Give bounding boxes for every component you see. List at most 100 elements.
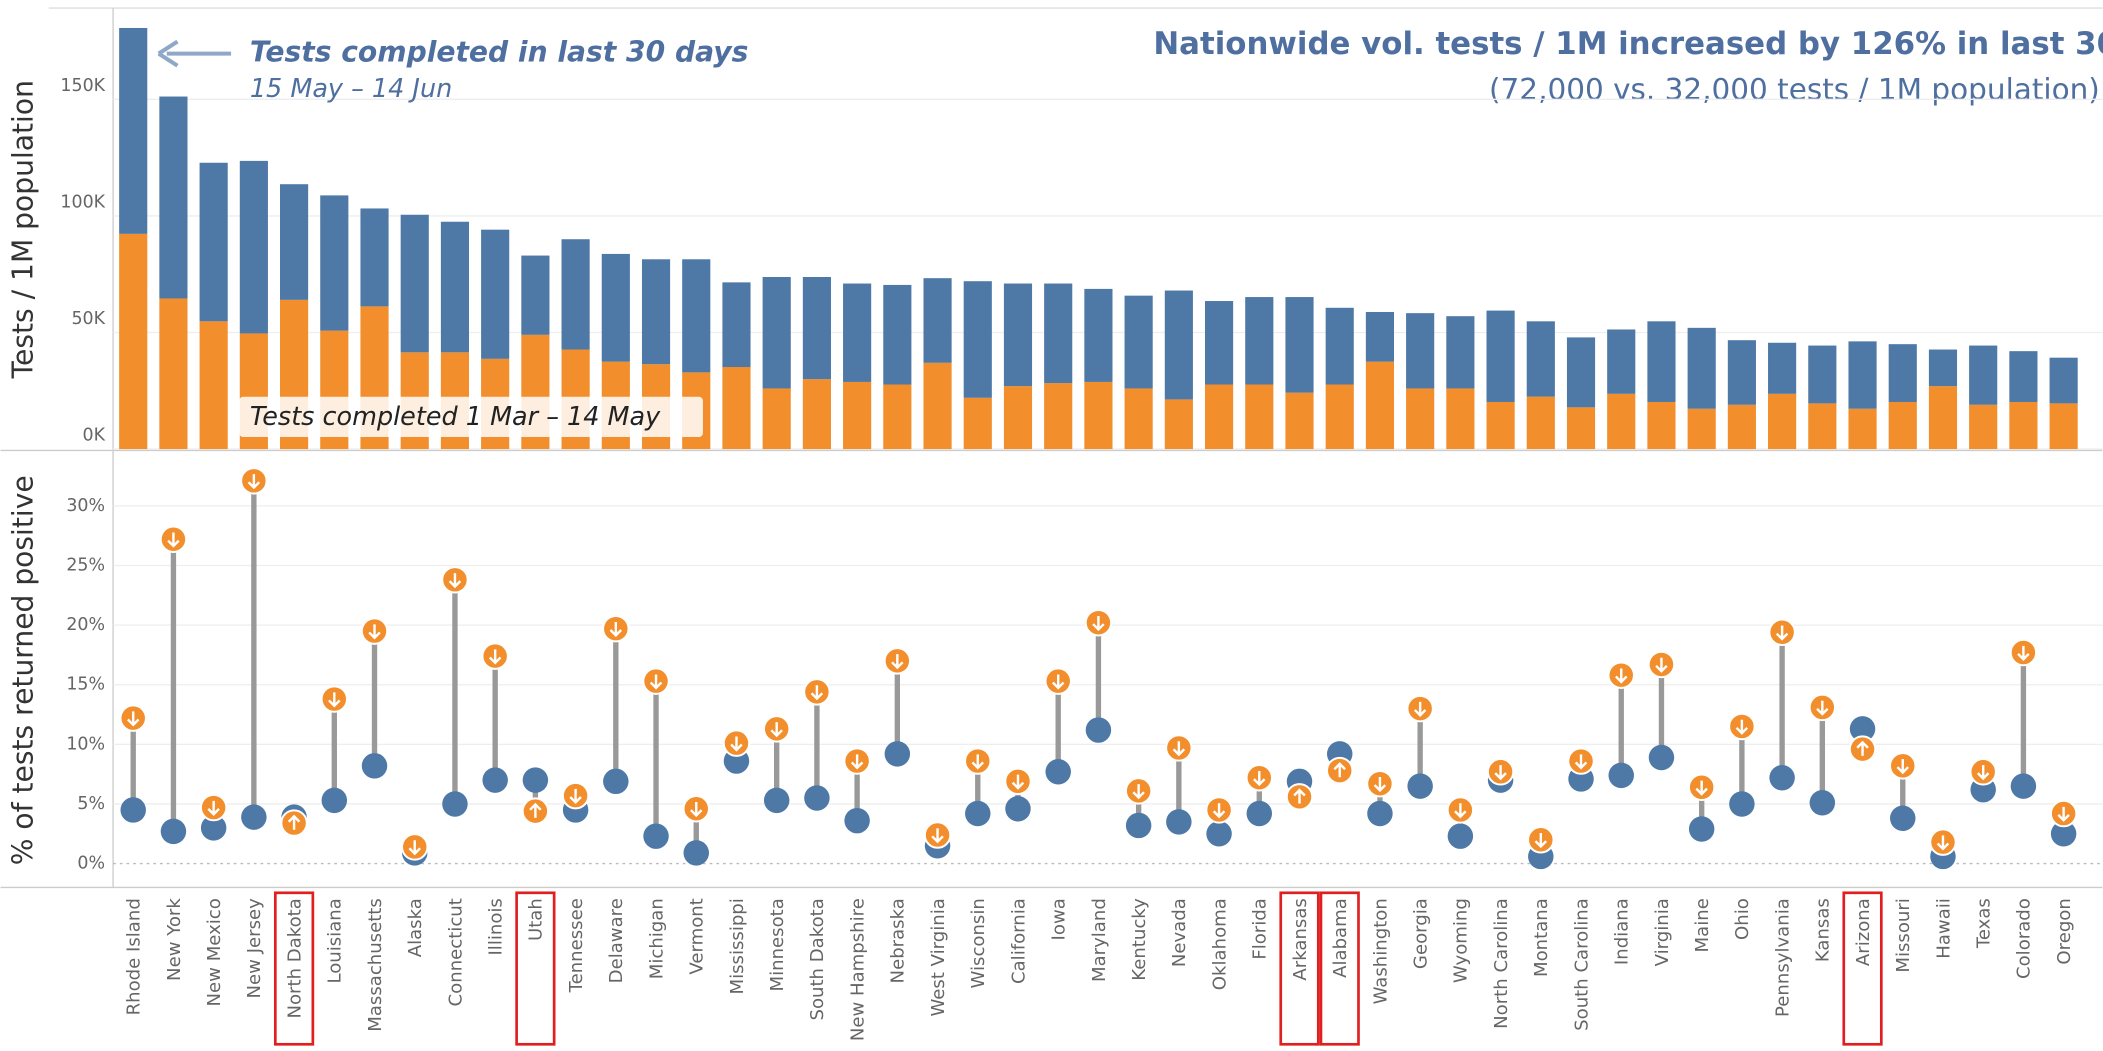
y-tick-label: 0K — [83, 426, 106, 446]
current-rate — [763, 787, 790, 814]
bar-segment — [1607, 393, 1636, 450]
change-arrow — [529, 802, 542, 818]
bar-segment — [1325, 384, 1354, 450]
current-rate — [1849, 716, 1876, 742]
bar-segment — [1164, 399, 1193, 450]
bar-segment — [1204, 301, 1234, 385]
bar-segment — [1406, 388, 1435, 450]
x-tick-label: Missouri — [1893, 898, 1914, 972]
change-arrow — [810, 685, 824, 701]
change-arrow — [1454, 803, 1467, 819]
bar-segment — [199, 321, 228, 450]
chart-subtitle: (72,000 vs. 32,000 tests / 1M population… — [1489, 73, 2100, 107]
change-arrow — [1735, 719, 1749, 735]
change-arrow — [1655, 657, 1668, 673]
x-tick-label: South Dakota — [807, 898, 828, 1020]
x-tick-label: Nebraska — [888, 898, 909, 983]
bar-segment — [722, 282, 751, 368]
current-rate — [1769, 765, 1795, 791]
y-tick-label: 5% — [77, 794, 105, 814]
bar-segment — [2049, 403, 2078, 450]
bar-segment — [1044, 283, 1073, 384]
x-tick-label: New Jersey — [244, 898, 265, 999]
highlight-box — [1319, 891, 1360, 1046]
bar-segment — [561, 239, 590, 350]
x-tick-label: Florida — [1250, 898, 1271, 959]
bar-segment — [1808, 345, 1837, 404]
change-arrow — [1574, 754, 1588, 770]
current-rate — [683, 840, 709, 866]
x-tick-label: California — [1008, 898, 1029, 984]
bar-segment — [923, 362, 952, 450]
bar-segment — [762, 388, 791, 450]
current-rate — [844, 807, 870, 834]
x-tick-label: Pennsylvania — [1772, 898, 1793, 1017]
current-rate — [643, 823, 669, 849]
bar-segment — [1768, 342, 1797, 394]
bar-segment — [1204, 384, 1234, 450]
highlight-box — [1279, 891, 1320, 1046]
current-rate — [1447, 823, 1474, 849]
change-arrow — [1212, 803, 1226, 819]
bar-segment — [883, 284, 912, 385]
current-rate — [1206, 821, 1232, 847]
change-arrow — [1534, 833, 1548, 849]
x-tick-label: Massachusetts — [365, 898, 386, 1032]
x-tick-label: Utah — [526, 898, 547, 941]
bar-segment — [159, 298, 188, 450]
current-rate — [884, 741, 911, 767]
bar-segment — [400, 214, 429, 353]
bar-segment — [1727, 404, 1756, 450]
current-rate — [1648, 744, 1675, 771]
y-tick-label: 50K — [71, 309, 105, 329]
change-arrow — [448, 573, 462, 589]
bar-segment — [1003, 283, 1033, 387]
change-arrow — [247, 474, 261, 490]
x-tick-label: North Dakota — [284, 898, 305, 1018]
bar-segment — [481, 229, 510, 359]
bar-segment — [1325, 307, 1354, 385]
current-rate — [1688, 816, 1715, 842]
x-tick-label: New Mexico — [204, 898, 225, 1006]
bar-segment — [1687, 408, 1716, 450]
current-rate — [1166, 809, 1192, 835]
x-tick-label: Mississippi — [727, 898, 748, 994]
change-arrow — [1051, 674, 1065, 690]
change-arrow — [1976, 765, 1990, 781]
change-arrow — [1092, 616, 1105, 632]
change-arrow — [1615, 668, 1628, 684]
x-tick-label: Colorado — [2014, 898, 2035, 979]
bar-segment — [843, 381, 872, 450]
bar-segment — [843, 283, 872, 382]
bar-segment — [1526, 396, 1555, 450]
bar-segment — [159, 96, 188, 299]
current-rate — [2010, 773, 2037, 799]
x-tick-label: New York — [164, 898, 185, 981]
change-arrow — [287, 814, 301, 830]
bar-segment — [1084, 381, 1113, 450]
change-arrow — [850, 754, 864, 770]
current-rate — [321, 787, 348, 814]
x-tick-label: Maine — [1692, 898, 1713, 952]
current-rate — [1407, 773, 1433, 799]
highlight-box — [1842, 891, 1883, 1046]
x-tick-label: Oklahoma — [1209, 898, 1230, 990]
y-tick-label: 150K — [60, 76, 105, 96]
x-tick-label: New Hampshire — [847, 898, 868, 1041]
current-rate — [1045, 759, 1071, 785]
x-tick-label: Hawaii — [1933, 898, 1954, 959]
change-arrow — [1333, 762, 1346, 778]
bar-segment — [1848, 408, 1877, 450]
x-tick-label: Kentucky — [1129, 898, 1150, 981]
change-arrow — [891, 654, 904, 670]
bar-segment — [1446, 388, 1475, 450]
bar-segment — [883, 384, 912, 450]
change-arrow — [1413, 701, 1427, 717]
change-arrow — [2057, 806, 2070, 822]
change-arrow — [368, 624, 381, 640]
x-tick-label: Alabama — [1330, 898, 1351, 978]
x-tick-label: Wisconsin — [968, 898, 989, 988]
x-tick-label: Maryland — [1089, 898, 1110, 982]
x-tick-label: Rhode Island — [124, 898, 145, 1015]
change-arrow — [931, 828, 944, 844]
